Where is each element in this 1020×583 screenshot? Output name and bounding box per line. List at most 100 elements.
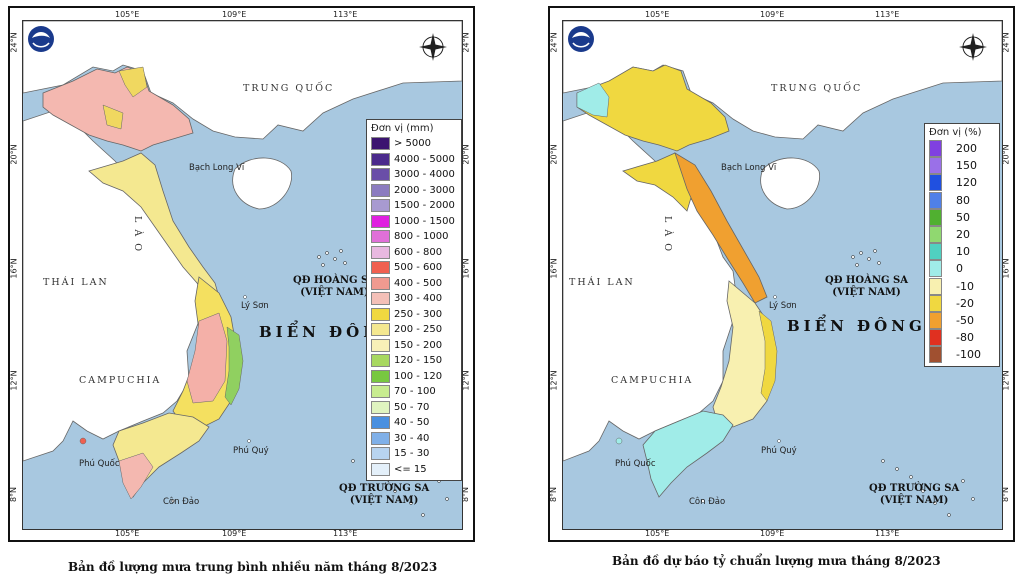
legend-item: 150 - 200 xyxy=(371,338,457,354)
legend-item: 1500 - 2000 xyxy=(371,198,457,214)
legend-label: -50 xyxy=(956,313,974,327)
legend-swatch xyxy=(371,199,390,213)
legend-swatch xyxy=(371,354,390,368)
legend-swatch xyxy=(371,307,390,321)
legend-swatch xyxy=(371,276,390,290)
lon-tick-113-bottom: 113°E xyxy=(875,529,900,538)
ly-son-island xyxy=(243,295,247,299)
label-truong-sa: QĐ TRƯỜNG SA (VIỆT NAM) xyxy=(869,483,960,506)
lon-tick-109-bottom: 109°E xyxy=(760,529,785,538)
legend-label: 150 xyxy=(956,159,977,173)
legend-swatch xyxy=(929,277,942,295)
legend-item: 200 xyxy=(929,140,995,158)
lat-tick-24: 24°N xyxy=(9,32,19,53)
legend-label: 70 - 100 xyxy=(394,386,436,398)
lon-tick-105-bottom: 105°E xyxy=(645,529,670,538)
legend-label: 100 - 120 xyxy=(394,370,443,382)
lat-tick-20: 20°N xyxy=(9,144,19,165)
right-map-canvas: TRUNG QUỐC L À O THÁI LAN CAMPUCHIA Bạch… xyxy=(562,20,1003,530)
lon-tick-105: 105°E xyxy=(115,10,140,19)
nchmf-logo-icon xyxy=(568,26,594,52)
lon-tick-105: 105°E xyxy=(645,10,670,19)
label-con-dao: Côn Đảo xyxy=(163,497,200,507)
hainan-island xyxy=(232,157,292,210)
vietnam-central-north xyxy=(622,152,694,212)
truong-sa-islands xyxy=(881,459,975,517)
lat-tick-20: 20°N xyxy=(549,144,559,165)
lat-tick-8: 8°N xyxy=(549,486,559,503)
hoang-sa-islands xyxy=(317,249,347,267)
legend-label: 50 - 70 xyxy=(394,401,430,413)
legend-label: 400 - 500 xyxy=(394,277,443,289)
legend-label: 10 xyxy=(956,245,970,259)
indochina-land xyxy=(563,110,738,462)
label-cambodia: CAMPUCHIA xyxy=(79,375,162,386)
lon-tick-105-bottom: 105°E xyxy=(115,529,140,538)
label-thailand: THÁI LAN xyxy=(569,277,635,288)
legend-item: -20 xyxy=(929,294,995,312)
legend-item: 4000 - 5000 xyxy=(371,152,457,168)
legend-label: 1500 - 2000 xyxy=(394,200,455,212)
legend-item: 30 - 40 xyxy=(371,431,457,447)
legend-item: 80 xyxy=(929,191,995,209)
con-dao-island xyxy=(171,499,175,503)
legend-label: 800 - 1000 xyxy=(394,231,449,243)
legend-rows: > 5000 4000 - 5000 3000 - 4000 2000 - 3000 1… xyxy=(371,136,457,477)
legend-label: 50 xyxy=(956,210,970,224)
label-thailand: THÁI LAN xyxy=(43,277,109,288)
legend-swatch xyxy=(929,329,942,347)
legend-swatch xyxy=(371,292,390,306)
legend-label: 30 - 40 xyxy=(394,432,430,444)
legend-item: 10 xyxy=(929,243,995,261)
legend-label: 4000 - 5000 xyxy=(394,153,455,165)
legend-rows: 200 150 120 80 50 20 10 0 -10 -20 -50 -80 -100 xyxy=(929,140,995,364)
legend-item: 50 - 70 xyxy=(371,400,457,416)
legend-label: 1000 - 1500 xyxy=(394,215,455,227)
right-map-caption: Bản đồ dự báo tỷ chuẩn lượng mưa tháng 8… xyxy=(612,554,941,568)
legend-swatch xyxy=(371,323,390,337)
legend-title: Đơn vị (%) xyxy=(929,127,982,138)
lat-tick-12: 12°N xyxy=(9,370,19,391)
label-ly-son: Lý Sơn xyxy=(769,301,797,311)
legend-label: 3000 - 4000 xyxy=(394,169,455,181)
vietnam-north-yellow xyxy=(102,66,148,130)
phu-quoc-island xyxy=(615,437,623,445)
legend-item: 500 - 600 xyxy=(371,260,457,276)
legend-label: 15 - 30 xyxy=(394,448,430,460)
legend-swatch xyxy=(929,226,942,244)
lat-tick-8: 8°N xyxy=(9,486,19,503)
label-phu-quy: Phú Quý xyxy=(233,446,269,456)
legend-swatch xyxy=(371,369,390,383)
lon-tick-113-bottom: 113°E xyxy=(333,529,358,538)
legend-label: -100 xyxy=(956,348,981,362)
legend-label: <= 15 xyxy=(394,463,427,475)
legend-item: -50 xyxy=(929,311,995,329)
legend-item: 400 - 500 xyxy=(371,276,457,292)
legend-swatch xyxy=(929,140,942,158)
legend-label: 2000 - 3000 xyxy=(394,184,455,196)
label-bach-long-vi: Bạch Long Vĩ xyxy=(721,163,777,173)
vietnam-north xyxy=(576,64,730,152)
lon-tick-109: 109°E xyxy=(760,10,785,19)
lat-tick-16: 16°N xyxy=(9,258,19,279)
vietnam-north xyxy=(42,66,194,152)
legend-label: -10 xyxy=(956,279,974,293)
legend-title: Đơn vị (mm) xyxy=(371,123,434,134)
legend-item: 50 xyxy=(929,208,995,226)
nchmf-logo-icon xyxy=(28,26,54,52)
legend-item: 0 xyxy=(929,260,995,278)
label-cambodia: CAMPUCHIA xyxy=(611,375,694,386)
label-laos: L À O xyxy=(132,216,143,253)
legend-item: 200 - 250 xyxy=(371,322,457,338)
left-map-caption: Bản đồ lượng mưa trung bình nhiều năm th… xyxy=(68,560,438,574)
legend-swatch xyxy=(929,243,942,261)
label-hoang-sa: QĐ HOÀNG SA (VIỆT NAM) xyxy=(825,275,908,298)
con-dao-island xyxy=(701,499,705,503)
legend-item: 70 - 100 xyxy=(371,384,457,400)
legend-label: 20 xyxy=(956,228,970,242)
legend-label: 120 xyxy=(956,176,977,190)
legend-item: 2000 - 3000 xyxy=(371,183,457,199)
legend-item: 100 - 120 xyxy=(371,369,457,385)
label-china: TRUNG QUỐC xyxy=(243,83,335,94)
phu-quoc-island xyxy=(79,437,87,445)
